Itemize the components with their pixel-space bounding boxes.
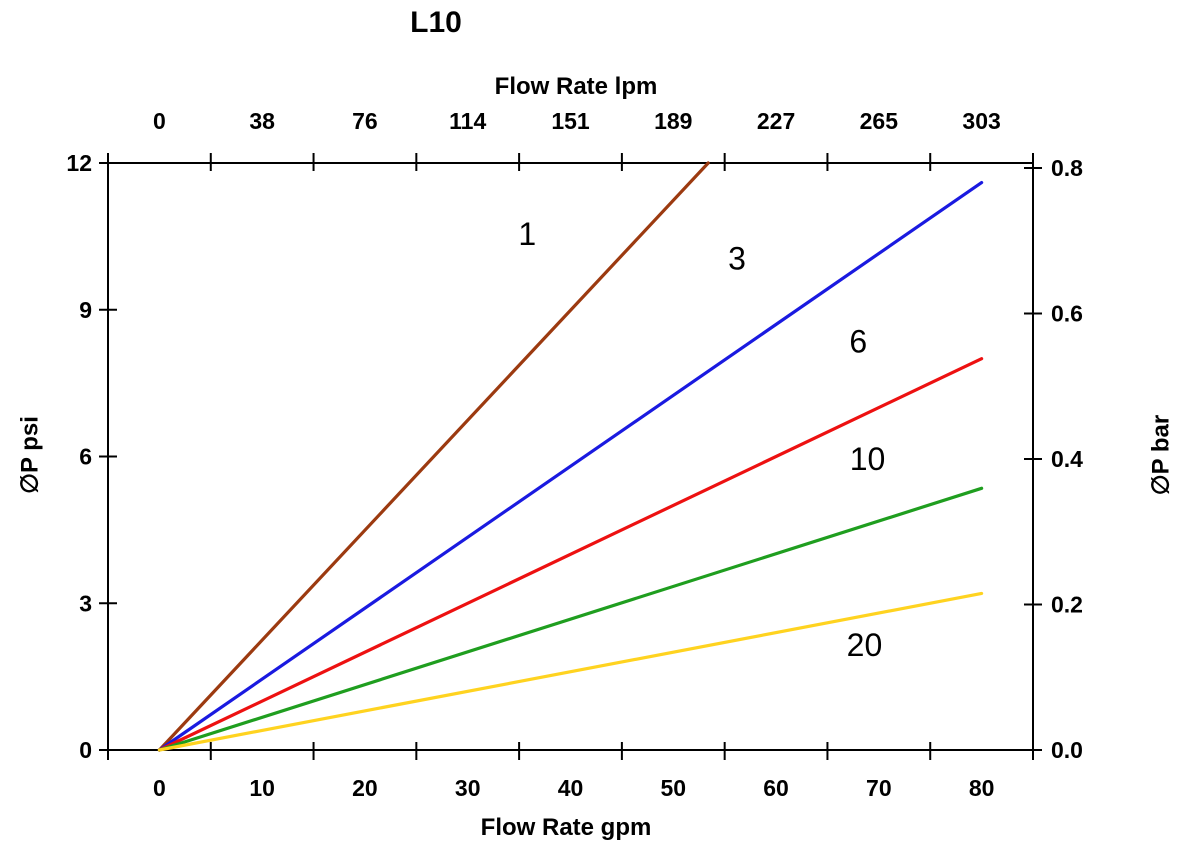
series-label-10: 10 [850, 441, 886, 477]
right-tick-label: 0.6 [1051, 301, 1083, 327]
series-line-3 [157, 180, 984, 752]
series-label-1: 1 [518, 216, 536, 252]
top-tick-label: 189 [654, 108, 692, 134]
series-line-10 [157, 486, 984, 752]
top-tick-label: 0 [153, 108, 166, 134]
bottom-tick-label: 80 [969, 775, 995, 801]
right-tick-label: 0.4 [1051, 446, 1083, 472]
series-line-20 [157, 591, 984, 752]
series-label-20: 20 [847, 627, 883, 663]
bottom-tick-label: 10 [249, 775, 275, 801]
right-tick-label: 0.2 [1051, 592, 1083, 618]
right-tick-label: 0.0 [1051, 737, 1083, 763]
left-tick-label: 3 [79, 590, 92, 616]
bottom-tick-label: 60 [763, 775, 789, 801]
left-tick-label: 12 [66, 150, 92, 176]
chart-title: L10 [410, 6, 462, 39]
series-label-6: 6 [849, 324, 867, 360]
top-tick-label: 303 [962, 108, 1000, 134]
x-axis-top-title: Flow Rate lpm [494, 73, 658, 100]
left-tick-label: 0 [79, 737, 92, 763]
bottom-tick-label: 70 [866, 775, 892, 801]
top-tick-label: 227 [757, 108, 795, 134]
bottom-tick-label: 0 [153, 775, 166, 801]
series-line-1 [157, 161, 710, 752]
top-tick-label: 114 [449, 108, 486, 134]
left-tick-label: 9 [79, 297, 92, 323]
top-tick-label: 76 [352, 108, 378, 134]
bottom-tick-label: 20 [352, 775, 378, 801]
series-line-6 [157, 357, 984, 752]
top-tick-label: 265 [860, 108, 899, 134]
bottom-tick-label: 50 [660, 775, 686, 801]
right-tick-label: 0.8 [1051, 155, 1083, 181]
top-tick-label: 38 [249, 108, 275, 134]
bottom-tick-label: 40 [558, 775, 584, 801]
bottom-tick-label: 30 [455, 775, 481, 801]
top-tick-label: 151 [551, 108, 590, 134]
plot-border [107, 162, 1034, 751]
left-tick-label: 6 [79, 444, 92, 470]
x-axis-bottom-title: Flow Rate gpm [480, 814, 652, 841]
series-label-3: 3 [728, 240, 746, 276]
